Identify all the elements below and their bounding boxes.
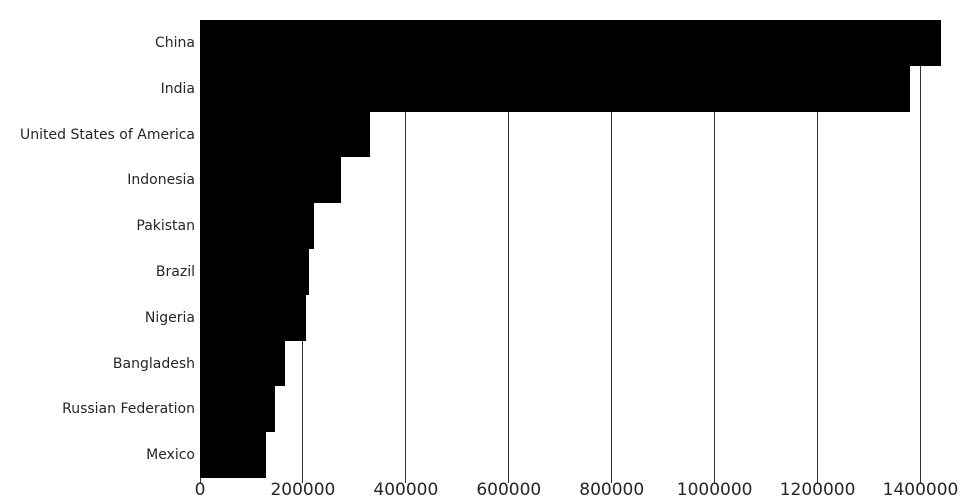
population-bar-china	[200, 20, 941, 66]
population-bar-pakistan	[200, 203, 314, 249]
country-label-nigeria: Nigeria	[144, 309, 195, 326]
country-label-pakistan: Pakistan	[136, 218, 195, 235]
country-label-russian-federation: Russian Federation	[62, 401, 195, 418]
gridline-1200000	[817, 20, 819, 478]
x-axis-tick-label: 1000000	[676, 480, 753, 500]
country-label-bangladesh: Bangladesh	[112, 355, 195, 372]
gridline-1400000	[920, 20, 921, 478]
x-axis-tick-label: 800000	[579, 480, 645, 500]
country-label-china: China	[155, 34, 195, 51]
x-axis-tick	[817, 478, 819, 483]
x-axis-tick	[199, 478, 201, 483]
population-bar-nigeria	[200, 294, 307, 341]
country-label-united-states-of-america: United States of America	[20, 126, 195, 143]
country-label-brazil: Brazil	[155, 263, 195, 280]
x-axis-tick	[508, 478, 510, 483]
x-axis-tick	[611, 478, 613, 483]
country-label-mexico: Mexico	[146, 447, 195, 464]
x-axis-tick	[920, 478, 921, 483]
gridline-600000	[508, 20, 510, 478]
x-axis-tick-label: 200000	[270, 480, 336, 500]
x-axis-tick-label: 400000	[373, 480, 439, 500]
gridline-1000000	[714, 20, 716, 478]
population-bar-mexico	[200, 432, 267, 478]
x-axis-tick	[405, 478, 407, 483]
population-bar-brazil	[200, 249, 310, 295]
population-bar-bangladesh	[200, 340, 285, 387]
population-bar-india	[200, 65, 911, 112]
x-axis-tick-label: 1200000	[779, 480, 856, 500]
x-axis-tick-label: 600000	[476, 480, 542, 500]
gridline-800000	[611, 20, 613, 478]
population-bar-united-states-of-america	[200, 111, 371, 158]
country-label-indonesia: Indonesia	[127, 172, 195, 189]
country-label-india: India	[160, 80, 195, 97]
x-axis-tick	[302, 478, 304, 483]
x-axis-tick	[714, 478, 716, 483]
population-bar-indonesia	[200, 157, 341, 204]
gridline-400000	[405, 20, 407, 478]
x-axis-tick-label: 0	[194, 480, 206, 500]
x-axis-tick-label: 1400000	[882, 480, 959, 500]
population-bar-russian-federation	[200, 386, 276, 433]
